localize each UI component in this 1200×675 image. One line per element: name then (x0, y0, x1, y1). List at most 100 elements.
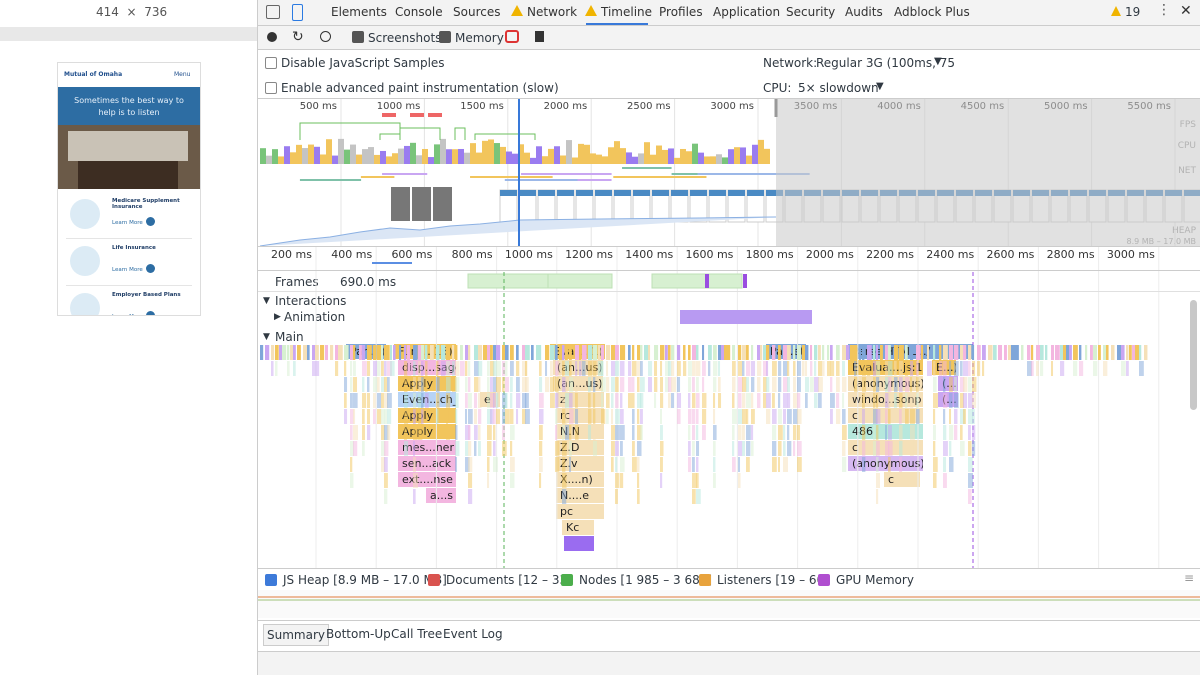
opt-label[interactable]: Disable JavaScript Samples (281, 56, 445, 70)
checkbox[interactable] (818, 574, 830, 586)
tab[interactable]: Adblock Plus (894, 5, 970, 19)
clear[interactable] (320, 31, 331, 42)
tab[interactable]: Audits (845, 5, 883, 19)
brand[interactable]: Mutual of Omaha (64, 71, 123, 78)
task (814, 361, 817, 376)
counter-label[interactable]: Listeners [19 – 60] (717, 573, 829, 587)
counter-label[interactable]: JS Heap [8.9 MB – 17.0 MB] (283, 573, 447, 587)
task (539, 393, 544, 408)
task (510, 457, 515, 472)
task (939, 361, 943, 376)
task (446, 393, 451, 408)
task (972, 345, 975, 360)
task (899, 441, 903, 456)
task (696, 489, 701, 504)
opt-select[interactable]: 5× slowdown (798, 81, 879, 95)
task (387, 425, 391, 440)
flame-entry[interactable]: N....e (556, 488, 604, 503)
task (702, 425, 706, 440)
tab[interactable]: Sources (453, 5, 501, 19)
cpu-area (728, 149, 734, 164)
screenshots-label[interactable]: Screenshots (368, 31, 442, 45)
flame-entry[interactable]: a...s (426, 488, 456, 503)
overview-tick: 1500 ms (460, 101, 504, 112)
overview-tick: 1000 ms (376, 101, 421, 112)
warn-count[interactable]: 19 (1125, 5, 1141, 19)
task (916, 409, 920, 424)
task (738, 473, 741, 488)
checkbox[interactable] (699, 574, 711, 586)
task (487, 425, 492, 440)
task (353, 393, 358, 408)
task (963, 377, 968, 392)
tab[interactable]: Network (527, 5, 578, 19)
task (668, 345, 671, 360)
checkbox[interactable] (265, 57, 277, 69)
gc-icon[interactable] (505, 30, 519, 43)
checkbox[interactable] (265, 574, 277, 586)
task (888, 441, 893, 456)
trash-icon[interactable] (535, 31, 544, 42)
card-link[interactable]: Learn More (112, 267, 143, 273)
flame-entry[interactable]: c (884, 472, 920, 487)
cpu-area (650, 154, 656, 164)
bottom-tab[interactable]: Event Log (443, 627, 503, 641)
device-width[interactable]: 414 (96, 5, 119, 19)
counter-label[interactable]: Nodes [1 985 – 3 684] (579, 573, 713, 587)
bottom-tab[interactable]: Bottom-Up (326, 627, 391, 641)
card-link[interactable]: Learn More (112, 314, 143, 315)
task (827, 361, 831, 376)
task (963, 393, 968, 408)
memory-label[interactable]: Memory (455, 31, 504, 45)
checkbox[interactable] (561, 574, 573, 586)
task (606, 409, 609, 424)
counter-label[interactable]: Documents [12 – 33] (446, 573, 572, 587)
task (287, 345, 290, 360)
device-height[interactable]: 736 (144, 5, 168, 19)
task (1021, 345, 1024, 360)
checkbox[interactable] (428, 574, 440, 586)
counter-label[interactable]: GPU Memory (836, 573, 914, 587)
task (350, 441, 354, 456)
task (818, 345, 821, 360)
task (362, 393, 367, 408)
tab[interactable]: Console (395, 5, 443, 19)
task (692, 345, 697, 360)
task (381, 345, 384, 360)
tab[interactable]: Elements (331, 5, 387, 19)
task (1085, 345, 1088, 360)
reload[interactable]: ↻ (292, 29, 304, 45)
flame-entry[interactable]: (anonymous) (848, 456, 923, 471)
flame-entry[interactable]: X....n) (556, 472, 604, 487)
task (954, 409, 958, 424)
opt-label[interactable]: Enable advanced paint instrumentation (s… (281, 81, 559, 95)
task (1031, 361, 1034, 376)
task (468, 441, 472, 456)
task (692, 377, 695, 392)
task (968, 361, 971, 376)
task (562, 345, 565, 360)
task (593, 345, 598, 360)
cpu-area (614, 141, 620, 164)
task (910, 377, 913, 392)
flame-entry[interactable]: pc (556, 504, 604, 519)
card-link[interactable]: Learn More (112, 220, 143, 226)
bottom-tab[interactable]: Summary (263, 624, 329, 646)
tab[interactable]: Application (713, 5, 781, 19)
flame-entry[interactable]: Kc (562, 520, 594, 535)
record[interactable] (267, 32, 277, 42)
opt-select[interactable]: Regular 3G (100ms, 75 (816, 56, 956, 70)
cpu-area (446, 149, 452, 164)
task (797, 457, 802, 472)
task (367, 377, 370, 392)
tab[interactable]: Timeline (601, 5, 653, 19)
checkbox[interactable] (439, 31, 451, 43)
checkbox[interactable] (352, 31, 364, 43)
cpu-area (314, 146, 320, 164)
bottom-tab[interactable]: Call Tree (391, 627, 443, 641)
tab[interactable]: Security (786, 5, 836, 19)
menu[interactable]: Menu (174, 71, 191, 78)
tab[interactable]: Profiles (659, 5, 703, 19)
flame-entry[interactable]: Apply (398, 408, 456, 423)
checkbox[interactable] (265, 82, 277, 94)
